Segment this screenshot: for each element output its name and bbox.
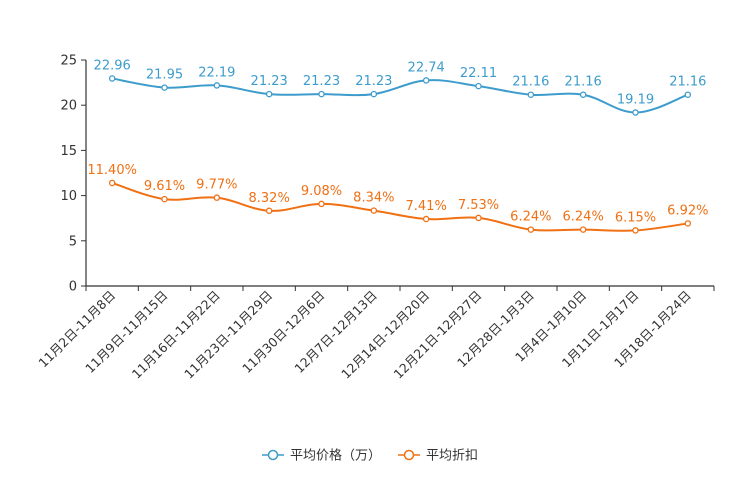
data-label: 21.16 xyxy=(669,75,706,90)
data-point[interactable] xyxy=(108,75,116,82)
series-average-price: 22.96 21.95 22.19 21.23 21.23 21.23 22.74 22.11… xyxy=(94,58,706,116)
data-label: 21.95 xyxy=(146,68,183,83)
data-point[interactable] xyxy=(632,109,639,116)
data-label: 6.92% xyxy=(667,203,708,218)
data-point[interactable] xyxy=(527,226,535,233)
y-tick-label: 10 xyxy=(60,189,77,204)
data-point[interactable] xyxy=(579,91,587,98)
y-axis-ticks: 0 5 10 15 20 25 xyxy=(60,54,86,295)
data-point[interactable] xyxy=(422,77,430,84)
data-point[interactable] xyxy=(213,194,221,201)
series-line xyxy=(111,181,688,232)
data-label: 11.40% xyxy=(87,163,137,178)
series-line xyxy=(111,77,689,114)
data-label: 6.24% xyxy=(563,210,604,225)
data-point[interactable] xyxy=(632,227,639,234)
x-tick-label: 12月21日-12月27日 xyxy=(390,288,484,382)
data-point[interactable] xyxy=(265,207,273,215)
data-label: 22.19 xyxy=(198,65,235,80)
data-label: 21.23 xyxy=(251,74,288,89)
legend-item-average-price[interactable]: 平均价格（万） xyxy=(262,448,381,464)
data-label: 9.61% xyxy=(144,179,185,194)
data-point[interactable] xyxy=(684,91,692,98)
y-tick-label: 20 xyxy=(60,99,77,114)
data-point[interactable] xyxy=(213,82,221,89)
data-label: 21.16 xyxy=(512,75,549,90)
data-point[interactable] xyxy=(579,226,587,233)
data-point[interactable] xyxy=(422,215,430,223)
legend-label: 平均折扣 xyxy=(426,449,478,464)
legend-circle-icon xyxy=(267,449,279,461)
data-label: 21.23 xyxy=(303,74,340,89)
data-label: 22.96 xyxy=(94,58,131,73)
x-tick-label: 11月16日-11月22日 xyxy=(129,288,223,382)
data-point[interactable] xyxy=(318,90,325,98)
data-label: 9.08% xyxy=(301,184,342,199)
data-point[interactable] xyxy=(318,200,325,208)
data-label: 6.24% xyxy=(510,210,551,225)
series-average-discount: 11.40% 9.61% 9.77% 8.32% 9.08% 8.34% 7.41% 7.53… xyxy=(87,163,708,234)
data-point[interactable] xyxy=(527,91,535,98)
data-point[interactable] xyxy=(684,220,692,227)
data-point[interactable] xyxy=(370,207,378,214)
data-label: 8.32% xyxy=(249,191,290,206)
data-label: 7.53% xyxy=(458,198,499,213)
y-tick-label: 25 xyxy=(60,54,77,69)
data-point[interactable] xyxy=(161,84,168,91)
data-point[interactable] xyxy=(161,195,168,203)
x-axis-ticks: 11月2日-11月8日11月9日-11月15日11月16日-11月22日11月2… xyxy=(35,286,715,382)
data-point[interactable] xyxy=(108,179,116,187)
data-point[interactable] xyxy=(475,82,482,90)
data-label: 22.11 xyxy=(460,66,497,81)
data-label: 6.15% xyxy=(615,210,656,225)
legend-circle-icon xyxy=(403,449,415,461)
legend-item-average-discount[interactable]: 平均折扣 xyxy=(398,449,478,464)
data-point[interactable] xyxy=(265,90,273,98)
data-point[interactable] xyxy=(370,90,378,98)
series-group: 22.96 21.95 22.19 21.23 21.23 21.23 22.74 22.11… xyxy=(87,58,708,234)
data-label: 21.23 xyxy=(355,74,392,89)
data-label: 8.34% xyxy=(353,191,394,206)
data-label: 22.74 xyxy=(408,60,445,75)
y-tick-label: 0 xyxy=(69,280,77,295)
legend[interactable]: 平均价格（万） 平均折扣 xyxy=(262,448,478,464)
data-label: 7.41% xyxy=(406,199,447,214)
y-tick-label: 5 xyxy=(69,234,77,249)
data-point[interactable] xyxy=(475,214,482,222)
y-tick-label: 15 xyxy=(60,144,77,159)
x-tick-label: 11月23日-11月29日 xyxy=(181,288,275,382)
legend-label: 平均价格（万） xyxy=(290,448,381,464)
data-label: 19.19 xyxy=(617,93,654,108)
data-label: 9.77% xyxy=(196,178,237,193)
x-tick-label: 12月14日-12月20日 xyxy=(338,288,432,382)
data-label: 21.16 xyxy=(565,75,602,90)
